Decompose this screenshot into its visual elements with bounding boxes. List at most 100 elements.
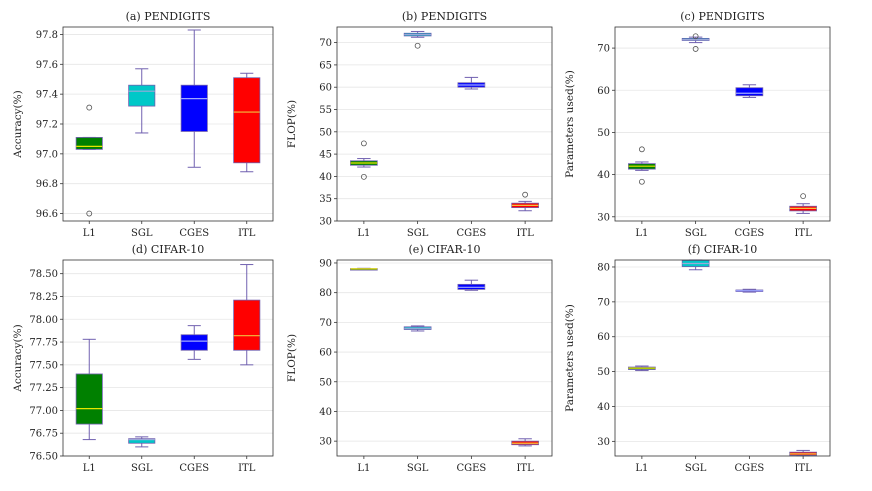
box-l1: [628, 365, 656, 372]
outlier-point: [86, 104, 93, 111]
chart-panel-3: 30 40 50 60 70 L1 SGL CGES ITL (c) PENDIGITS Param…: [564, 10, 831, 239]
y-tick-label: 76.75: [29, 429, 58, 440]
box-body: [128, 438, 156, 444]
y-tick-label: 77.50: [29, 360, 58, 371]
plot-frame: [336, 259, 553, 457]
y-tick-label: 97.6: [36, 60, 58, 71]
x-tick-label-cges: CGES: [179, 228, 209, 239]
chart-title: (e) CIFAR-10: [409, 243, 481, 256]
y-tick-label: 50: [319, 377, 332, 388]
box-sgl: [403, 30, 432, 49]
y-tick-label: 30: [319, 437, 332, 448]
y-tick-label: 78.25: [29, 292, 58, 303]
x-tick-label-sgl: SGL: [685, 463, 707, 474]
x-tick-label-itl: ITL: [238, 228, 256, 239]
box-l1: [75, 104, 103, 217]
x-tick-label-l1: L1: [635, 463, 648, 474]
x-tick-label-cges: CGES: [734, 228, 764, 239]
box-body: [180, 84, 208, 132]
y-tick-label: 78.50: [29, 269, 58, 280]
y-tick-label: 97.0: [36, 149, 58, 160]
y-tick-label: 50: [597, 367, 610, 378]
y-tick-label: 30: [597, 437, 610, 448]
box-itl: [789, 449, 817, 457]
y-tick-label: 70: [319, 38, 332, 49]
y-tick-label: 60: [319, 83, 332, 94]
y-axis-label: Accuracy(%): [12, 324, 24, 392]
y-axis-label: FLOP(%): [286, 334, 298, 382]
y-axis-label: FLOP(%): [286, 100, 298, 148]
outlier-point: [414, 42, 421, 49]
x-tick-label-sgl: SGL: [685, 228, 707, 239]
plot-frame: [62, 259, 274, 457]
box-body: [180, 334, 208, 351]
box-cges: [735, 84, 764, 98]
box-body: [75, 373, 103, 425]
box-itl: [789, 193, 817, 214]
box-sgl: [128, 68, 156, 134]
chart-title: (f) CIFAR-10: [688, 243, 758, 256]
chart-title: (c) PENDIGITS: [680, 10, 764, 23]
box-itl: [511, 438, 539, 447]
x-tick-label-l1: L1: [83, 228, 96, 239]
box-itl: [233, 72, 261, 173]
box-l1: [350, 140, 378, 180]
x-tick-label-itl: ITL: [794, 463, 812, 474]
box-itl: [511, 191, 539, 212]
y-tick-label: 97.8: [36, 30, 58, 41]
box-cges: [180, 325, 208, 360]
x-tick-label-sgl: SGL: [407, 228, 429, 239]
chart-panel-5: 30 40 50 60 70 80 90 L1 SGL CGES ITL (e) CIFAR-10 FL…: [286, 243, 553, 474]
x-tick-label-cges: CGES: [734, 463, 764, 474]
outlier-point: [360, 140, 367, 147]
x-tick-label-itl: ITL: [238, 463, 256, 474]
y-tick-label: 30: [597, 212, 610, 223]
y-tick-label: 77.25: [29, 383, 58, 394]
x-tick-label-l1: L1: [635, 228, 648, 239]
box-sgl: [681, 33, 710, 52]
chart-panel-2: 30 35 40 45 50 55 60 65 70 L1 SGL CGES ITL (b) PENDIG…: [286, 10, 553, 239]
outlier-point: [638, 178, 645, 185]
y-tick-label: 60: [597, 86, 610, 97]
outlier-point: [360, 173, 367, 180]
plot-frame: [614, 259, 831, 457]
box-l1: [75, 338, 103, 441]
y-tick-label: 60: [319, 348, 332, 359]
box-sgl: [681, 259, 710, 271]
x-tick-label-l1: L1: [83, 463, 96, 474]
y-tick-label: 70: [597, 297, 610, 308]
y-tick-label: 78.00: [29, 315, 58, 326]
box-cges: [735, 288, 764, 293]
x-tick-label-cges: CGES: [179, 463, 209, 474]
x-tick-label-itl: ITL: [794, 228, 812, 239]
chart-title: (b) PENDIGITS: [402, 10, 487, 23]
y-tick-label: 40: [319, 172, 332, 183]
outlier-point: [638, 146, 645, 153]
y-tick-label: 77.75: [29, 338, 58, 349]
y-axis-label: Parameters used(%): [564, 70, 576, 178]
y-tick-label: 35: [319, 194, 332, 205]
y-tick-label: 76.50: [29, 452, 58, 463]
x-tick-label-cges: CGES: [456, 228, 486, 239]
y-tick-label: 50: [597, 128, 610, 139]
plot-frame: [336, 26, 553, 222]
y-tick-label: 50: [319, 127, 332, 138]
box-cges: [457, 76, 486, 90]
outlier-point: [800, 193, 807, 200]
chart-panel-1: 96.6 96.8 97.0 97.2 97.4 97.6 97.8 L1 SGL CGES ITL…: [12, 10, 274, 239]
box-l1: [628, 146, 656, 185]
y-tick-label: 30: [319, 217, 332, 228]
x-tick-label-sgl: SGL: [131, 463, 153, 474]
outlier-point: [692, 46, 699, 52]
x-tick-label-itl: ITL: [516, 228, 534, 239]
x-tick-label-sgl: SGL: [407, 463, 429, 474]
box-cges: [180, 29, 208, 168]
y-tick-label: 96.8: [36, 179, 58, 190]
y-tick-label: 65: [319, 60, 332, 71]
box-body: [233, 299, 261, 351]
y-axis-label: Parameters used(%): [564, 304, 576, 412]
y-tick-label: 90: [319, 258, 332, 269]
y-tick-label: 96.6: [36, 209, 58, 220]
x-tick-label-l1: L1: [357, 228, 370, 239]
box-body: [75, 137, 103, 150]
